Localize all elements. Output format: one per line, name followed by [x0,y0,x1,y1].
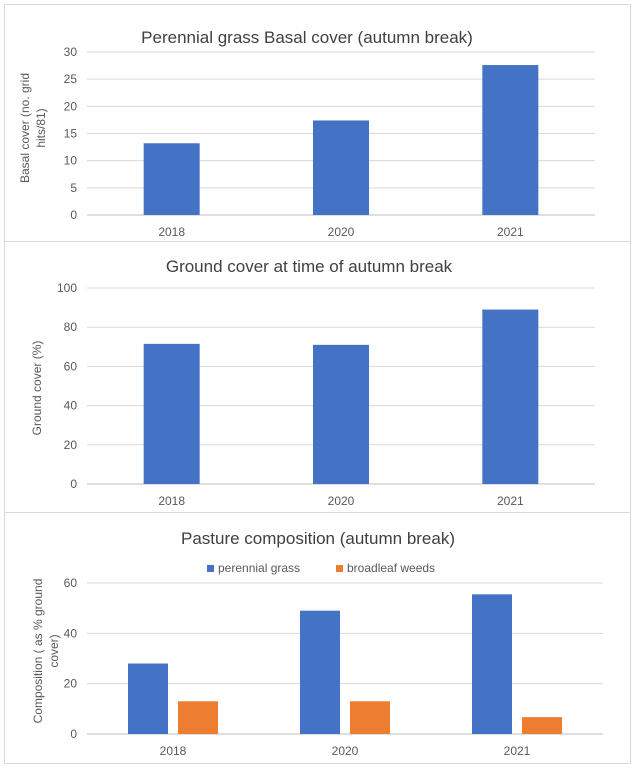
y-axis-label-line-2: hits/81) [34,108,48,147]
y-tick-label: 40 [64,399,78,413]
y-tick-label: 20 [64,438,78,452]
bar-perennial-grass-2018 [128,663,168,734]
x-tick-label: 2020 [328,494,355,508]
y-axis-label: Composition ( as % ground cover) [31,579,61,724]
y-tick-label: 30 [64,45,78,59]
bar-broadleaf-weeds-2020 [350,701,390,734]
x-tick-labels: 2018 2020 2021 [160,744,531,758]
y-axis-label-line-2: cover) [47,634,61,667]
legend-swatch-perennial-grass [207,565,214,572]
bar-perennial-grass-2020 [300,610,340,734]
bar-2018 [143,143,200,215]
bars [128,594,562,734]
gridlines [87,582,603,735]
y-tick-label: 0 [70,208,77,222]
bars [143,65,539,215]
y-tick-label: 10 [64,154,78,168]
legend: perennial grass broadleaf weeds [207,561,435,575]
y-axis-label-line-1: Composition ( as % ground [31,579,45,724]
bar-2021 [482,65,539,215]
x-tick-label: 2018 [160,744,187,758]
x-tick-label: 2021 [497,225,524,239]
y-tick-label: 25 [64,72,78,86]
y-tick-label: 0 [70,477,77,491]
chart-title: Perennial grass Basal cover (autumn brea… [141,28,473,47]
y-tick-labels: 0 20 40 60 [64,576,78,741]
legend-label-perennial-grass: perennial grass [218,561,300,575]
y-tick-label: 20 [64,99,78,113]
bar-2020 [313,344,369,484]
bar-perennial-grass-2021 [472,594,512,734]
x-tick-label: 2018 [158,225,185,239]
y-tick-labels: 0 5 10 15 20 25 30 [64,45,78,222]
x-tick-label: 2018 [158,494,185,508]
y-tick-label: 40 [64,626,78,640]
y-tick-label: 100 [57,281,77,295]
x-tick-labels: 2018 2020 2021 [158,225,524,239]
ground-cover-chart: Ground cover at time of autumn break Gro… [30,257,595,508]
bar-broadleaf-weeds-2018 [178,701,218,734]
bar-2018 [143,343,200,484]
bar-2021 [482,309,539,484]
x-tick-label: 2020 [328,225,355,239]
y-axis-label-line-1: Ground cover (%) [30,341,44,436]
y-tick-label: 60 [64,359,78,373]
basal-cover-chart-panel: Perennial grass Basal cover (autumn brea… [4,4,631,242]
y-tick-label: 0 [70,727,77,741]
legend-label-broadleaf-weeds: broadleaf weeds [347,561,435,575]
bar-broadleaf-weeds-2021 [522,717,562,734]
chart-title: Ground cover at time of autumn break [166,257,453,276]
bars [143,309,539,484]
y-axis-label-line-1: Basal cover (no. grid [18,73,32,183]
legend-swatch-broadleaf-weeds [336,565,343,572]
y-tick-labels: 0 20 40 60 80 100 [57,281,77,491]
pasture-composition-chart-panel: Pasture composition (autumn break) peren… [4,512,631,764]
basal-cover-chart: Perennial grass Basal cover (autumn brea… [18,28,595,239]
x-tick-labels: 2018 2020 2021 [158,494,524,508]
y-tick-label: 5 [70,181,77,195]
y-tick-label: 15 [64,127,78,141]
x-tick-label: 2020 [332,744,359,758]
x-tick-label: 2021 [497,494,524,508]
ground-cover-chart-panel: Ground cover at time of autumn break Gro… [4,241,631,513]
y-tick-label: 80 [64,320,78,334]
y-axis-label: Ground cover (%) [30,341,44,436]
chart-title: Pasture composition (autumn break) [181,529,455,548]
bar-2020 [313,120,369,215]
y-tick-label: 60 [64,576,78,590]
y-tick-label: 20 [64,677,78,691]
y-axis-label: Basal cover (no. grid hits/81) [18,73,48,183]
pasture-composition-chart: Pasture composition (autumn break) peren… [31,529,603,758]
x-tick-label: 2021 [504,744,531,758]
